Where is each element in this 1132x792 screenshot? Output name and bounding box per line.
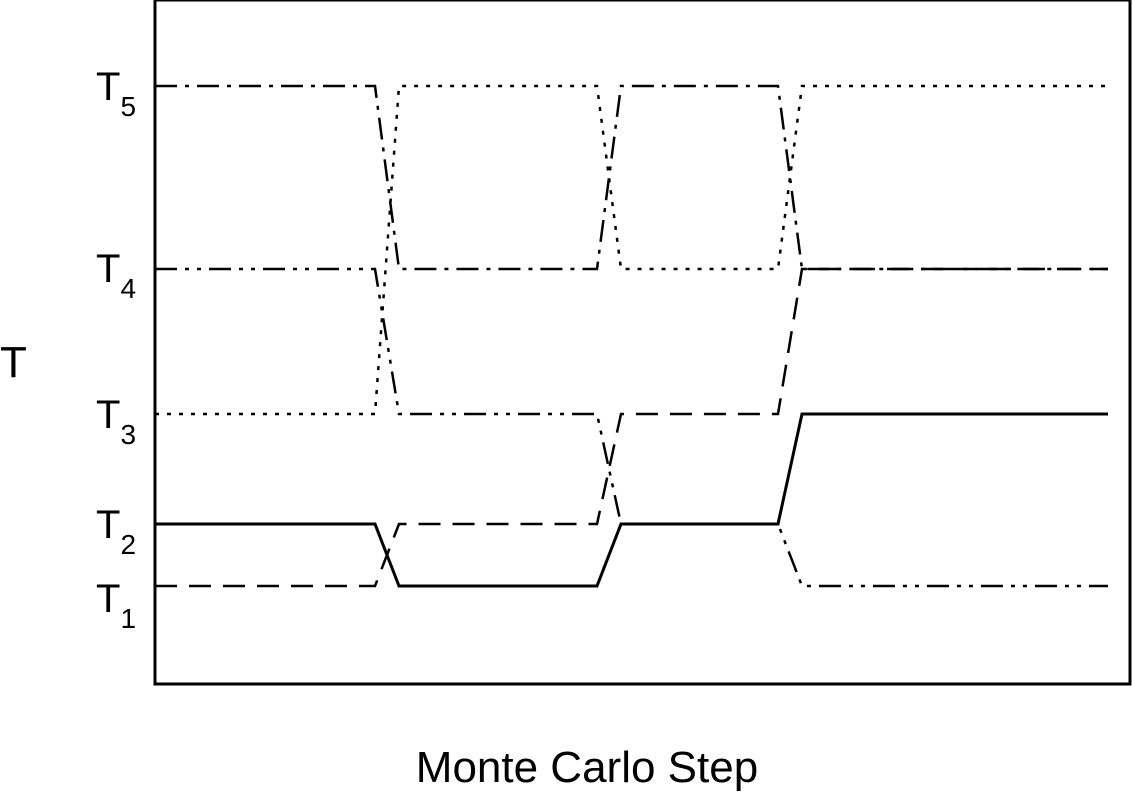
temperature-level-labels: T5 T4 T3 T2 T1	[96, 65, 136, 634]
level-label-t5: T5	[96, 65, 136, 122]
y-axis-label: T	[0, 338, 27, 387]
plot-frame	[153, 0, 1132, 686]
replica-trajectory-dash	[155, 267, 1108, 588]
replica-trajectory-dash-dot	[155, 84, 1108, 271]
replica-trajectory-solid	[155, 412, 1108, 588]
replica-trajectory-dash-dot-dot	[155, 267, 1108, 588]
replica-trajectory-dot	[155, 84, 1108, 416]
level-label-t3: T3	[96, 393, 136, 450]
level-label-t1: T1	[96, 577, 136, 634]
replica-trajectories	[155, 84, 1108, 588]
x-axis-label: Monte Carlo Step	[416, 743, 758, 792]
level-label-t4: T4	[96, 247, 136, 304]
level-label-t2: T2	[96, 503, 136, 560]
